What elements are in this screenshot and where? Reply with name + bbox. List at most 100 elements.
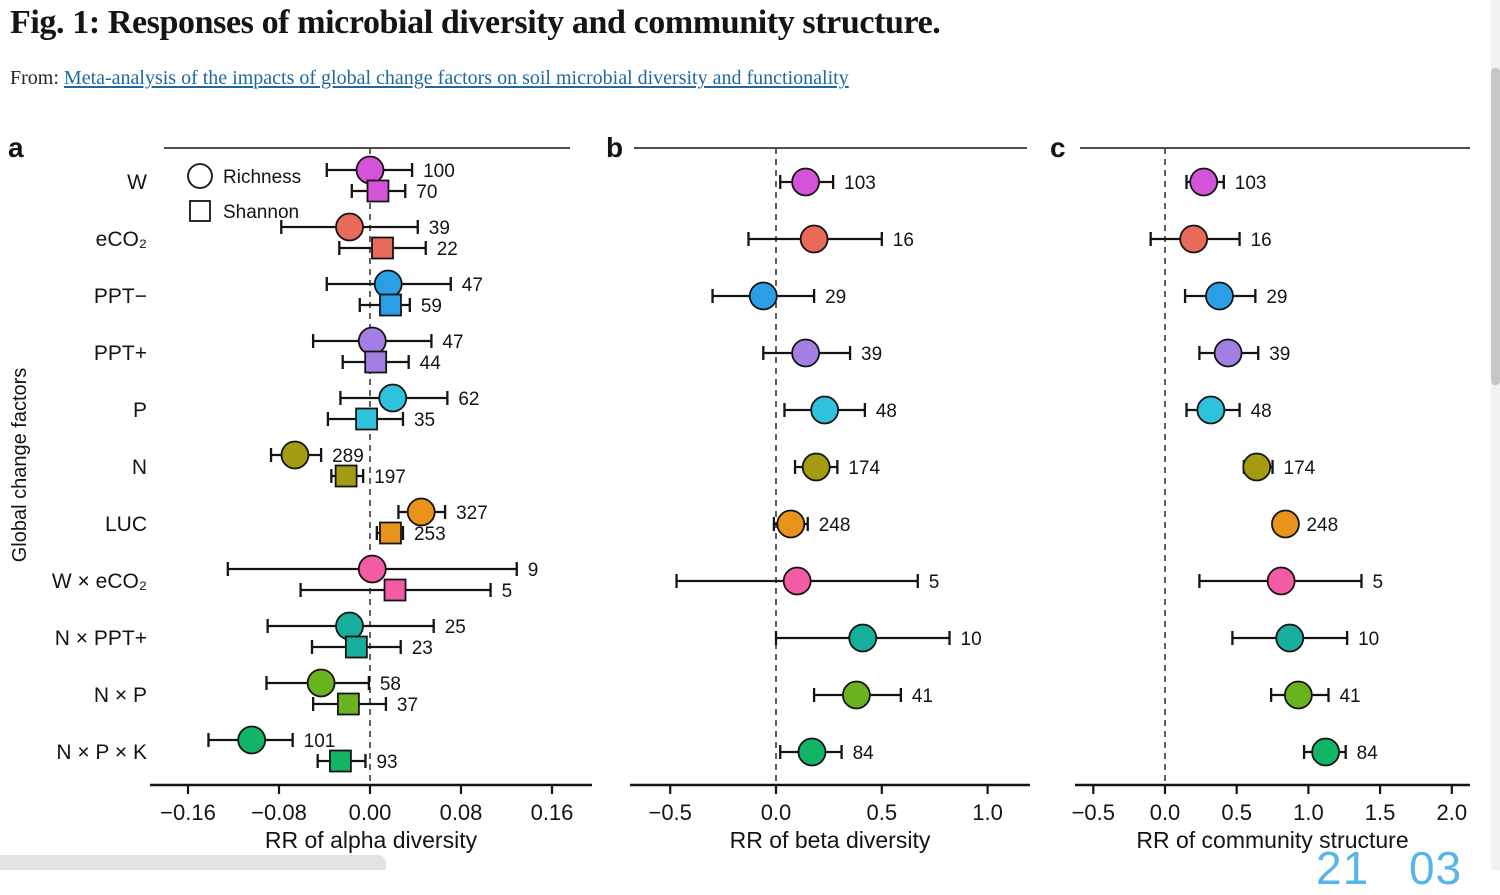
panel-b-ppt-richness-n-label: 39 — [861, 344, 882, 365]
panel-a-w-eco-shannon-n-label: 5 — [502, 581, 513, 602]
panel-a-tick-label: 0.08 — [440, 800, 483, 825]
panel-b-tick-label: 1.0 — [972, 800, 1003, 825]
panel-b-tick-label: −0.5 — [648, 800, 691, 825]
category-label-eco: eCO₂ — [96, 228, 147, 251]
panel-a-ppt-shannon-marker — [379, 293, 402, 317]
panel-b-w-eco-richness-marker — [782, 566, 812, 596]
panel-c-n-p-richness-marker — [1283, 680, 1313, 710]
panel-c-w-eco-richness-n-label: 5 — [1372, 572, 1383, 593]
panel-b-eco-richness-marker — [799, 224, 829, 254]
panel-c-x-axis-title: RR of community structure — [1136, 827, 1408, 853]
panel-a-n-richness-marker — [280, 440, 310, 470]
panel-a-n-richness-n-label: 289 — [332, 446, 364, 467]
category-label-n: N — [132, 456, 147, 479]
legend-label-shannon: Shannon — [223, 202, 299, 223]
panel-a-ppt-shannon-n-label: 59 — [421, 296, 442, 317]
figure-header: Fig. 1: Responses of microbial diversity… — [10, 4, 941, 90]
panel-b-x-axis-title: RR of beta diversity — [730, 827, 931, 853]
panel-c-n-richness-n-label: 174 — [1284, 458, 1316, 479]
panel-a-n-shannon-marker — [334, 464, 358, 488]
browser-status-bar — [0, 855, 386, 870]
panel-b-n-richness-n-label: 174 — [848, 458, 880, 479]
panel-a-w-eco-richness-n-label: 9 — [528, 560, 539, 581]
panel-a-luc-richness-marker — [406, 497, 436, 527]
panel-c-eco-richness-marker — [1179, 224, 1209, 254]
panel-c-tick-label: 0.5 — [1221, 800, 1252, 825]
category-label-ppt: PPT+ — [94, 342, 147, 365]
panel-a-n-p-k-shannon-n-label: 93 — [376, 752, 397, 773]
panel-letter-a: a — [8, 132, 24, 163]
panel-a-n-p-richness-marker — [306, 668, 336, 698]
panel-a-tick-label: 0.00 — [349, 800, 392, 825]
panel-a-n-p-k-richness-marker — [237, 725, 267, 755]
panel-a-eco-shannon-n-label: 22 — [437, 239, 458, 260]
panel-c-n-p-k-richness-n-label: 84 — [1357, 743, 1379, 764]
panel-c-ppt-richness-n-label: 29 — [1266, 287, 1287, 308]
category-label-p: P — [133, 399, 147, 422]
panel-a-eco-richness-marker — [335, 212, 364, 242]
panel-c-luc-richness-marker — [1271, 509, 1300, 539]
panel-c-n-p-richness-n-label: 41 — [1339, 686, 1360, 707]
legend-label-richness: Richness — [223, 167, 301, 188]
panel-c-n-p-k-richness-marker — [1311, 737, 1341, 767]
panel-b-tick-label: 0.5 — [867, 800, 898, 825]
panel-a-n-shannon-n-label: 197 — [374, 467, 406, 488]
panel-c-n-richness-marker — [1242, 452, 1272, 482]
panel-b-n-p-richness-n-label: 41 — [912, 686, 933, 707]
panel-a-x-axis-title: RR of alpha diversity — [265, 827, 478, 853]
panel-a-eco-richness-n-label: 39 — [429, 218, 450, 239]
panel-a-w-richness-marker — [355, 155, 385, 185]
panel-c-ppt-richness-marker — [1205, 281, 1234, 311]
panel-c-w-richness-n-label: 103 — [1235, 173, 1267, 194]
panel-b-n-p-k-richness-marker — [797, 737, 827, 767]
category-label-luc: LUC — [105, 513, 147, 536]
from-label: From: — [10, 67, 59, 89]
panel-a-w-shannon-n-label: 70 — [416, 182, 437, 203]
panel-b-luc-richness-marker — [776, 509, 806, 539]
panel-c-tick-label: 0.0 — [1150, 800, 1181, 825]
panel-a-p-richness-n-label: 62 — [458, 389, 479, 410]
scrollbar-thumb[interactable] — [1491, 68, 1500, 385]
category-label-ppt: PPT− — [94, 285, 147, 308]
panel-b-p-richness-n-label: 48 — [876, 401, 897, 422]
panel-a-eco-shannon-marker — [371, 236, 394, 260]
category-label-n-p: N × P — [94, 684, 147, 707]
legend-square-icon — [189, 200, 211, 222]
panel-b-luc-richness-n-label: 248 — [819, 515, 851, 536]
forest-plot-figure: a −0.16 −0.08 0.00 0.08 0.16 RR of alpha diver… — [8, 132, 1470, 853]
panel-a-ppt-richness-n-label: 47 — [442, 332, 463, 353]
article-link[interactable]: Meta-analysis of the impacts of global c… — [63, 67, 849, 89]
panel-a-p-shannon-n-label: 35 — [414, 410, 435, 431]
panel-a-w-richness-n-label: 100 — [423, 161, 455, 182]
panel-c-n-ppt-richness-n-label: 10 — [1358, 629, 1379, 650]
panel-b-n-p-richness-marker — [842, 680, 871, 710]
panel-a-luc-shannon-n-label: 253 — [414, 524, 446, 545]
y-axis-title: Global change factors — [9, 368, 31, 563]
panel-b-n-ppt-richness-n-label: 10 — [961, 629, 982, 650]
panel-a-n-p-shannon-marker — [336, 692, 360, 716]
figure-title: Fig. 1: Responses of microbial diversity… — [10, 4, 941, 41]
panel-b-p-richness-marker — [810, 395, 840, 425]
scrollbar-track[interactable] — [1491, 0, 1500, 870]
panel-c-p-richness-n-label: 48 — [1251, 401, 1272, 422]
panel-b-tick-label: 0.0 — [761, 800, 792, 825]
panel-c-luc-richness-n-label: 248 — [1306, 515, 1338, 536]
panel-b-w-eco-richness-n-label: 5 — [929, 572, 940, 593]
panel-b-w-richness-n-label: 103 — [844, 173, 876, 194]
panel-b-ppt-richness-n-label: 29 — [825, 287, 846, 308]
category-label-w: W — [127, 171, 147, 194]
from-line: From: Meta-analysis of the impacts of gl… — [10, 67, 940, 90]
panel-c-p-richness-marker — [1196, 395, 1226, 425]
panel-a-n-ppt-shannon-marker — [344, 635, 368, 659]
panel-a-p-shannon-marker — [355, 407, 378, 431]
panel-b-ppt-richness-marker — [748, 281, 778, 311]
panel-c-w-richness-marker — [1189, 167, 1219, 197]
panel-a-w-eco-shannon-marker — [383, 578, 407, 602]
panel-a-ppt-shannon-marker — [364, 350, 388, 374]
panel-b-n-richness-marker — [801, 452, 831, 482]
panel-a-p-richness-marker — [378, 383, 408, 413]
panel-a-tick-label: 0.16 — [531, 800, 574, 825]
panel-a-tick-label: −0.16 — [160, 800, 216, 825]
panel-a-n-ppt-richness-marker — [335, 611, 364, 641]
panel-b-ppt-richness-marker — [791, 338, 821, 368]
